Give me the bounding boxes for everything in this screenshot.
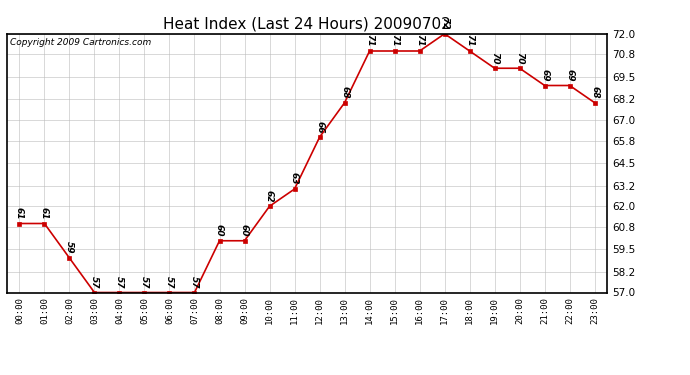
Text: 61: 61 xyxy=(40,207,49,219)
Text: Copyright 2009 Cartronics.com: Copyright 2009 Cartronics.com xyxy=(10,38,151,46)
Text: 71: 71 xyxy=(415,34,424,47)
Text: 61: 61 xyxy=(15,207,24,219)
Text: 69: 69 xyxy=(565,69,574,81)
Text: 69: 69 xyxy=(540,69,549,81)
Text: 66: 66 xyxy=(315,121,324,133)
Text: 68: 68 xyxy=(340,86,349,99)
Text: 63: 63 xyxy=(290,172,299,185)
Text: 60: 60 xyxy=(240,224,249,237)
Text: 71: 71 xyxy=(465,34,474,47)
Title: Heat Index (Last 24 Hours) 20090702: Heat Index (Last 24 Hours) 20090702 xyxy=(163,16,451,31)
Text: 57: 57 xyxy=(115,276,124,288)
Text: 57: 57 xyxy=(140,276,149,288)
Text: 57: 57 xyxy=(90,276,99,288)
Text: 71: 71 xyxy=(365,34,374,47)
Text: 62: 62 xyxy=(265,190,274,202)
Text: 70: 70 xyxy=(515,52,524,64)
Text: 71: 71 xyxy=(390,34,399,47)
Text: 68: 68 xyxy=(590,86,599,99)
Text: 72: 72 xyxy=(440,17,449,30)
Text: 57: 57 xyxy=(190,276,199,288)
Text: 59: 59 xyxy=(65,242,74,254)
Text: 57: 57 xyxy=(165,276,174,288)
Text: 70: 70 xyxy=(490,52,499,64)
Text: 60: 60 xyxy=(215,224,224,237)
